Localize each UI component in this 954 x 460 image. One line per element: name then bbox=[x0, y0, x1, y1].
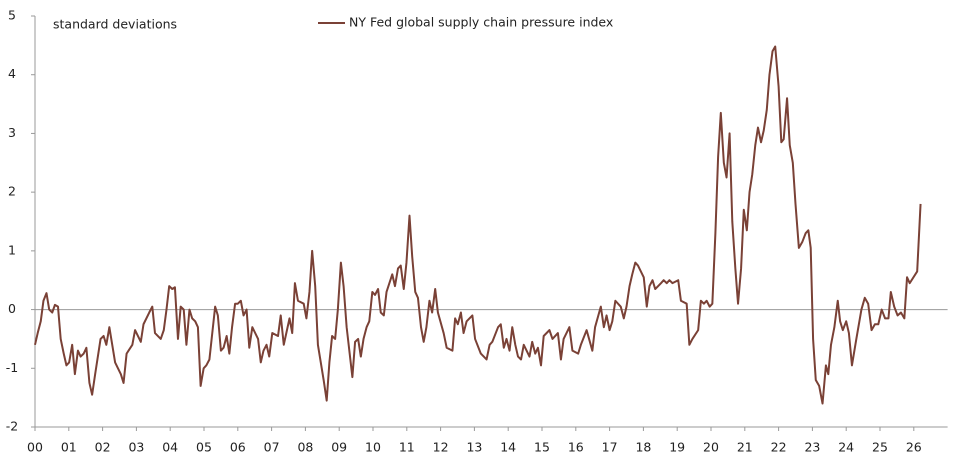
x-tick-label: 17 bbox=[602, 440, 618, 455]
x-tick-label: 03 bbox=[128, 440, 144, 455]
y-tick-label: 4 bbox=[8, 66, 16, 81]
subtitle: standard deviations bbox=[53, 17, 177, 32]
x-tick-label: 25 bbox=[872, 440, 888, 455]
legend-label: NY Fed global supply chain pressure inde… bbox=[349, 15, 613, 30]
x-tick-label: 08 bbox=[297, 440, 313, 455]
y-tick-label: 1 bbox=[8, 242, 16, 257]
x-tick-label: 22 bbox=[771, 440, 787, 455]
x-tick-label: 21 bbox=[737, 440, 753, 455]
x-tick-label: 12 bbox=[433, 440, 449, 455]
y-tick-label: -2 bbox=[6, 419, 18, 434]
x-tick-label: 02 bbox=[95, 440, 111, 455]
x-tick-label: 20 bbox=[703, 440, 719, 455]
x-tick-label: 07 bbox=[264, 440, 280, 455]
x-tick-label: 23 bbox=[804, 440, 820, 455]
x-tick-label: 01 bbox=[61, 440, 77, 455]
x-tick-label: 10 bbox=[365, 440, 381, 455]
x-tick-label: 13 bbox=[466, 440, 482, 455]
y-tick-label: 2 bbox=[8, 184, 16, 199]
x-tick-label: 15 bbox=[534, 440, 550, 455]
series-line bbox=[34, 45, 922, 405]
y-tick-label: 0 bbox=[8, 301, 16, 316]
x-tick-label: 18 bbox=[635, 440, 651, 455]
x-tick-label: 09 bbox=[331, 440, 347, 455]
x-tick-label: 26 bbox=[906, 440, 922, 455]
x-tick-label: 24 bbox=[838, 440, 854, 455]
x-tick-label: 00 bbox=[27, 440, 43, 455]
x-tick-label: 19 bbox=[669, 440, 685, 455]
x-tick-label: 04 bbox=[162, 440, 178, 455]
x-tick-label: 14 bbox=[500, 440, 516, 455]
y-tick-label: -1 bbox=[6, 360, 18, 375]
y-tick-label: 5 bbox=[8, 8, 16, 23]
y-tick-label: 3 bbox=[8, 125, 16, 140]
x-tick-label: 16 bbox=[568, 440, 584, 455]
x-tick-label: 05 bbox=[196, 440, 212, 455]
x-tick-label: 11 bbox=[399, 440, 415, 455]
x-tick-label: 06 bbox=[230, 440, 246, 455]
